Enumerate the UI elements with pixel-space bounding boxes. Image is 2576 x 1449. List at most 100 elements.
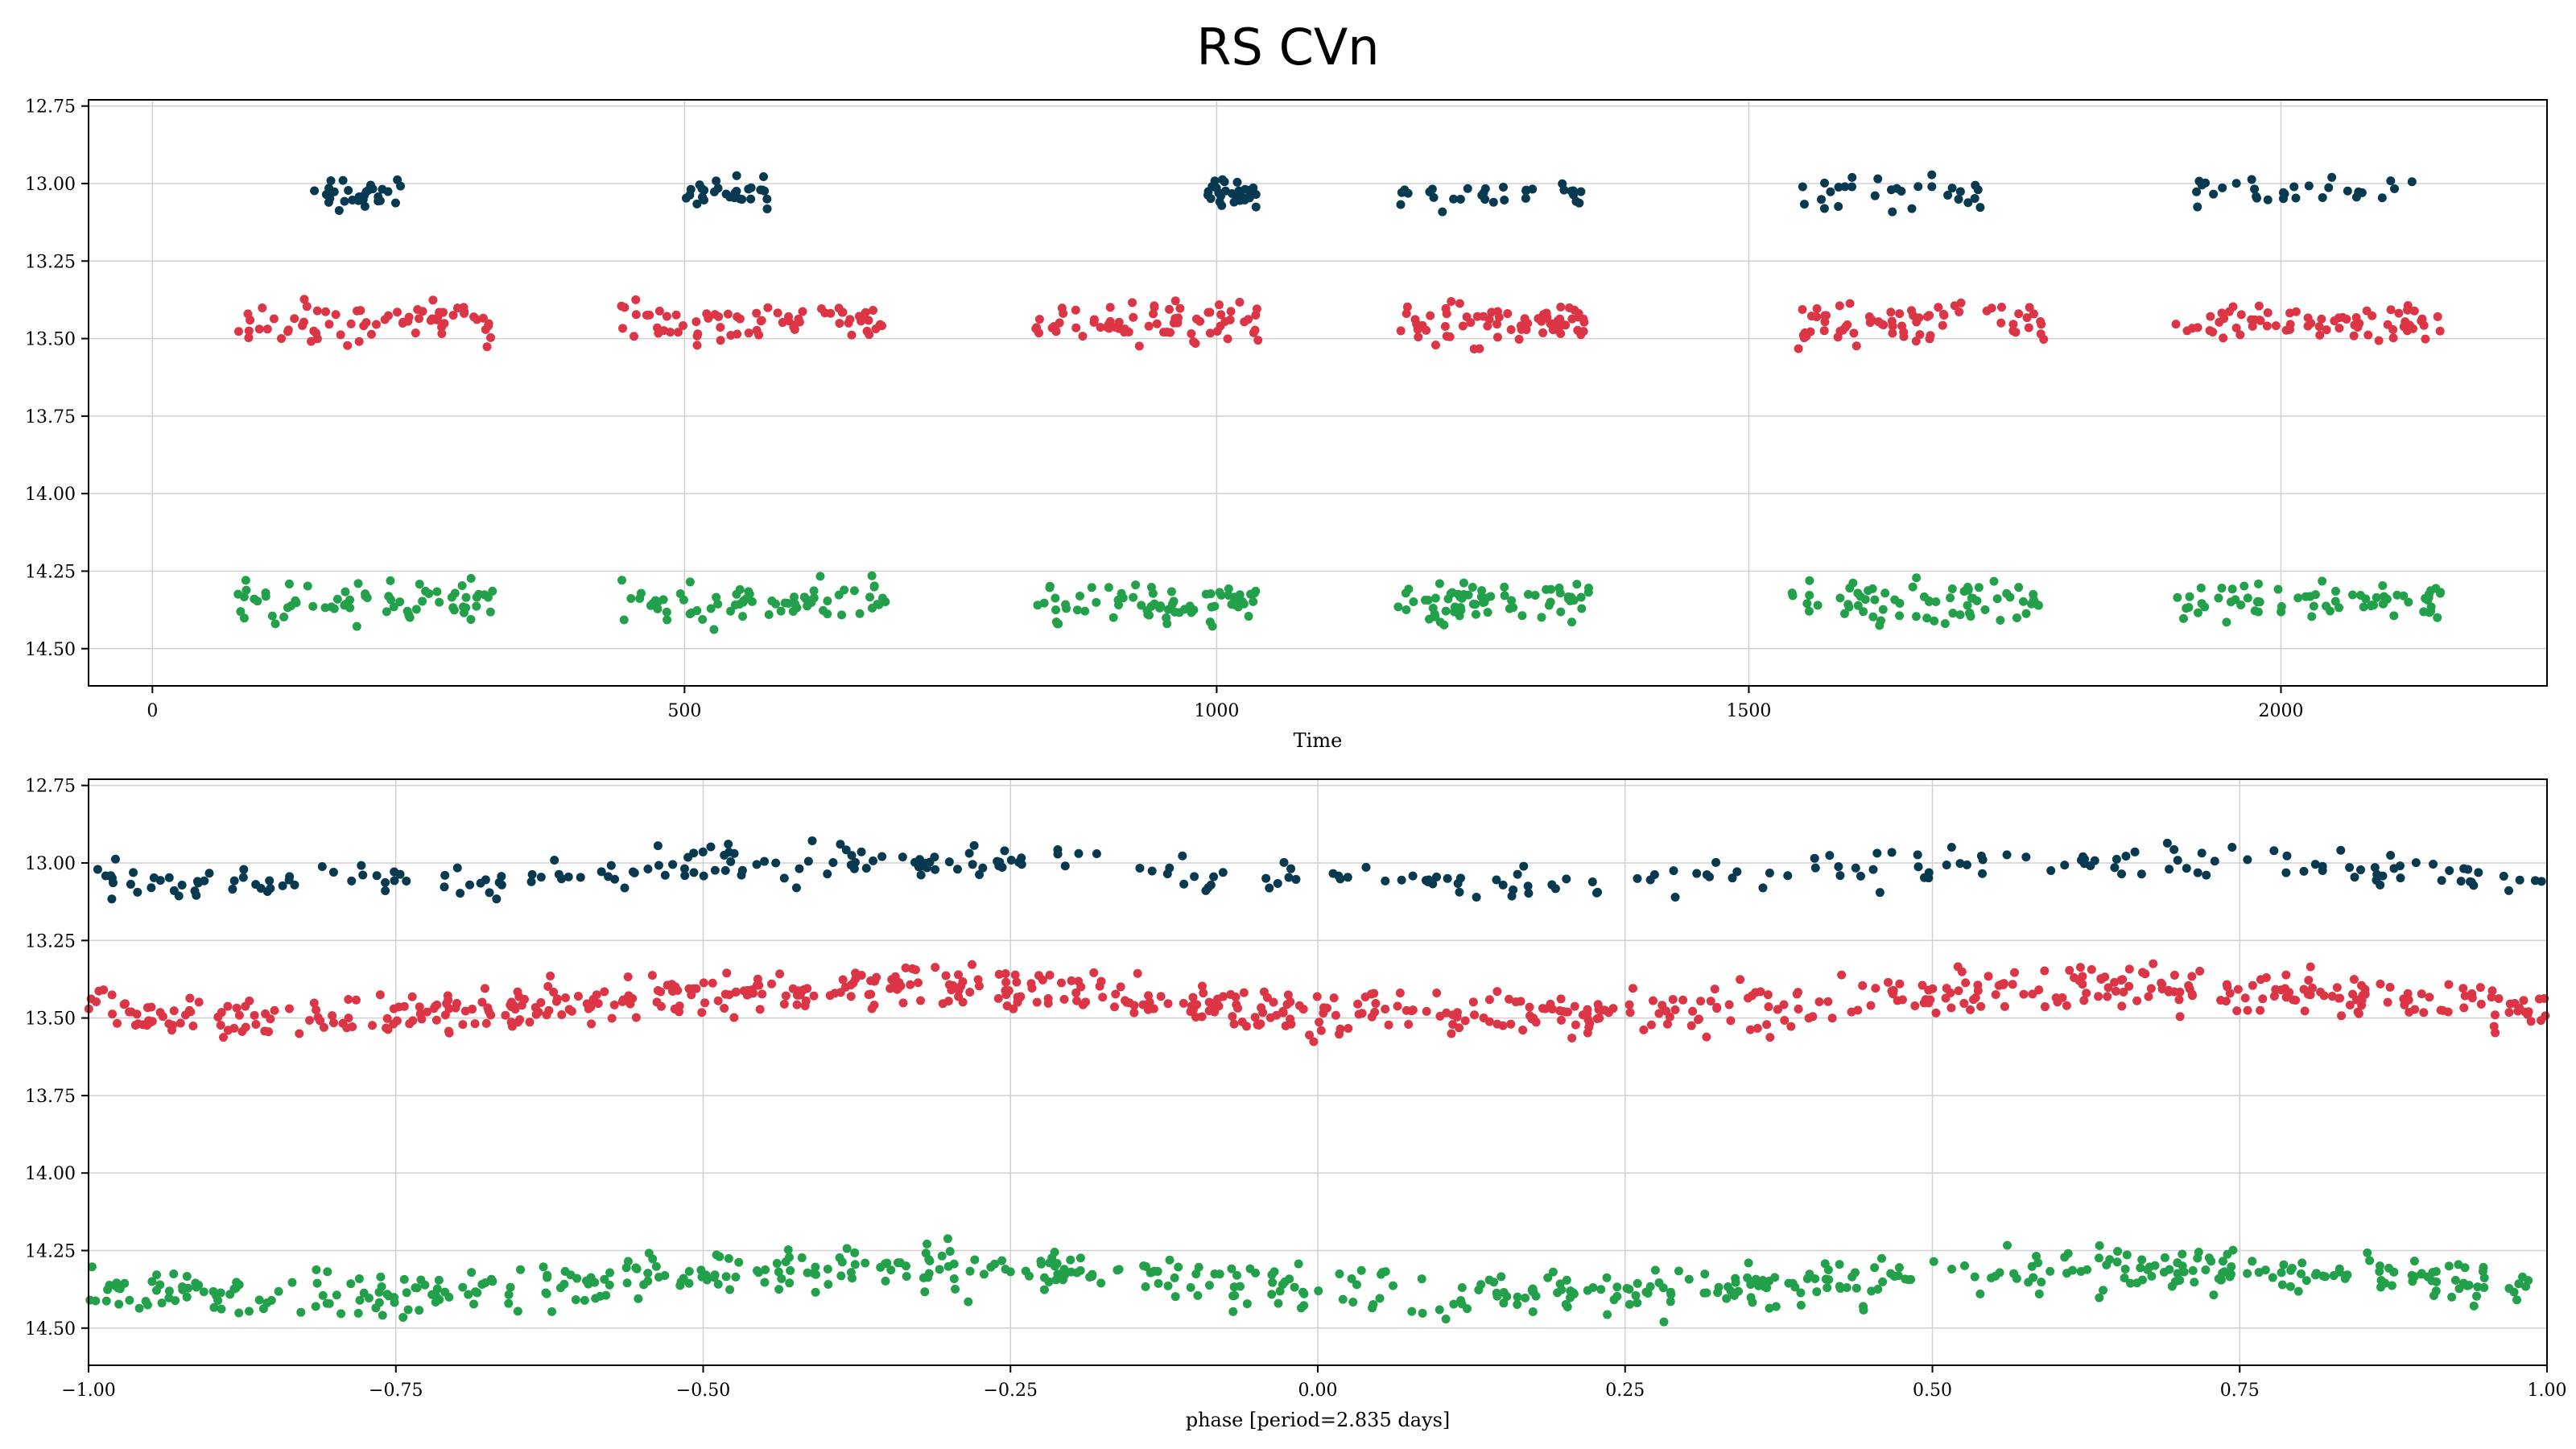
bottom-series-point bbox=[1227, 1264, 1236, 1274]
top-series-point bbox=[1396, 200, 1406, 209]
bottom-series-point bbox=[229, 1284, 239, 1294]
top-series-point bbox=[2110, 863, 2120, 873]
bottom-series-point bbox=[1224, 584, 1233, 594]
mid-series-point bbox=[1074, 976, 1084, 986]
mid-series-point bbox=[1129, 1001, 1139, 1010]
bottom-series-point bbox=[1170, 607, 1179, 617]
mid-series-point bbox=[1628, 984, 1637, 993]
bottom-series-point bbox=[1163, 1281, 1173, 1290]
bottom-series-point bbox=[1995, 1268, 2004, 1278]
mid-series-point bbox=[838, 308, 848, 317]
mid-series-point bbox=[354, 336, 364, 346]
bottom-series-point bbox=[1045, 583, 1055, 592]
top-series-point bbox=[1870, 191, 1880, 200]
top-series-point bbox=[2343, 186, 2352, 196]
top-series-point bbox=[1892, 184, 1901, 193]
top-series-point bbox=[2247, 175, 2256, 184]
mid-series-point bbox=[752, 325, 762, 335]
top-series-point bbox=[1963, 198, 1973, 208]
mid-series-point bbox=[1098, 993, 1108, 1002]
mid-series-point bbox=[1089, 317, 1099, 327]
bottom-series-point bbox=[504, 1290, 514, 1299]
mid-series-point bbox=[2094, 992, 2103, 1001]
bottom-series-point bbox=[679, 595, 688, 605]
top-series-point bbox=[803, 857, 813, 866]
top-series-point bbox=[1165, 863, 1174, 873]
mid-series-point bbox=[671, 982, 680, 992]
mid-series-point bbox=[1624, 1000, 1634, 1009]
bottom-series-point bbox=[706, 604, 716, 613]
bottom-series-point bbox=[840, 585, 849, 595]
mid-series-point bbox=[2401, 317, 2410, 327]
bottom-series-point bbox=[2243, 1269, 2252, 1278]
mid-series-point bbox=[1688, 1006, 1698, 1016]
bottom-series-point bbox=[634, 1294, 643, 1303]
bottom-series-point bbox=[308, 601, 318, 611]
top-series-point bbox=[1513, 869, 1522, 879]
x-tick-label: 2000 bbox=[2258, 701, 2303, 721]
mid-series-point bbox=[2146, 984, 2156, 993]
top-series-point bbox=[2390, 184, 2400, 193]
mid-series-point bbox=[666, 328, 675, 337]
bottom-series-point bbox=[2322, 601, 2331, 611]
bottom-series-point bbox=[323, 1267, 332, 1277]
bottom-series-point bbox=[1456, 1296, 1466, 1306]
top-series-point bbox=[762, 194, 772, 204]
mid-series-point bbox=[1129, 1008, 1139, 1018]
bottom-series-point bbox=[725, 1285, 735, 1294]
mid-series-point bbox=[914, 978, 923, 988]
top-series-point bbox=[699, 871, 708, 881]
bottom-series-point bbox=[837, 610, 847, 620]
y-tick-label: 14.50 bbox=[25, 1319, 76, 1340]
top-series-point bbox=[759, 171, 769, 181]
top-series-point bbox=[2197, 180, 2207, 190]
mid-series-point bbox=[1225, 315, 1235, 324]
mid-series-point bbox=[564, 1005, 574, 1014]
mid-series-point bbox=[845, 315, 855, 324]
bottom-series-point bbox=[842, 1244, 852, 1253]
bottom-series-point bbox=[803, 1268, 812, 1278]
bottom-series-point bbox=[2193, 608, 2202, 617]
bottom-series-point bbox=[1890, 595, 1900, 605]
bottom-series-point bbox=[353, 1308, 363, 1318]
mid-series-point bbox=[1175, 303, 1185, 313]
bottom-series-point bbox=[1420, 595, 1430, 605]
bottom-series-point bbox=[2204, 1253, 2214, 1263]
top-series-point bbox=[2357, 188, 2367, 197]
mid-series-point bbox=[1973, 980, 1983, 990]
top-series-point bbox=[1074, 848, 1084, 858]
mid-series-point bbox=[847, 330, 857, 340]
top-series-point bbox=[440, 870, 450, 880]
top-series-point bbox=[358, 195, 368, 204]
bottom-series-point bbox=[713, 599, 723, 609]
bottom-series-point bbox=[2307, 612, 2317, 621]
top-series-point bbox=[526, 877, 536, 886]
bottom-series-point bbox=[1228, 1307, 1238, 1316]
bottom-series-point bbox=[1092, 597, 1101, 607]
mid-series-point bbox=[232, 1003, 242, 1013]
mid-series-point bbox=[710, 310, 720, 320]
bottom-series-point bbox=[1543, 1273, 1553, 1282]
mid-series-point bbox=[2157, 984, 2167, 993]
top-series-point bbox=[1645, 875, 1655, 885]
bottom-series-point bbox=[359, 1288, 369, 1298]
mid-series-point bbox=[2299, 985, 2309, 994]
mid-series-point bbox=[1837, 970, 1847, 980]
mid-series-point bbox=[107, 990, 117, 1000]
bottom-series-point bbox=[1169, 597, 1179, 606]
mid-series-point bbox=[967, 960, 976, 969]
bottom-series-point bbox=[789, 592, 799, 602]
bottom-series-point bbox=[151, 1286, 161, 1295]
top-series-point bbox=[975, 869, 985, 879]
mid-series-point bbox=[1231, 992, 1241, 1001]
top-series-point bbox=[1455, 873, 1465, 883]
mid-series-point bbox=[865, 330, 874, 340]
bottom-series-point bbox=[1118, 593, 1128, 603]
top-series-point bbox=[1825, 851, 1835, 861]
bottom-series-point bbox=[797, 1253, 807, 1262]
bottom-series-point bbox=[2253, 607, 2263, 617]
top-series-point bbox=[326, 175, 336, 185]
bottom-series-point bbox=[744, 587, 753, 597]
bottom-series-point bbox=[1821, 1274, 1831, 1284]
mid-series-point bbox=[375, 990, 385, 1000]
